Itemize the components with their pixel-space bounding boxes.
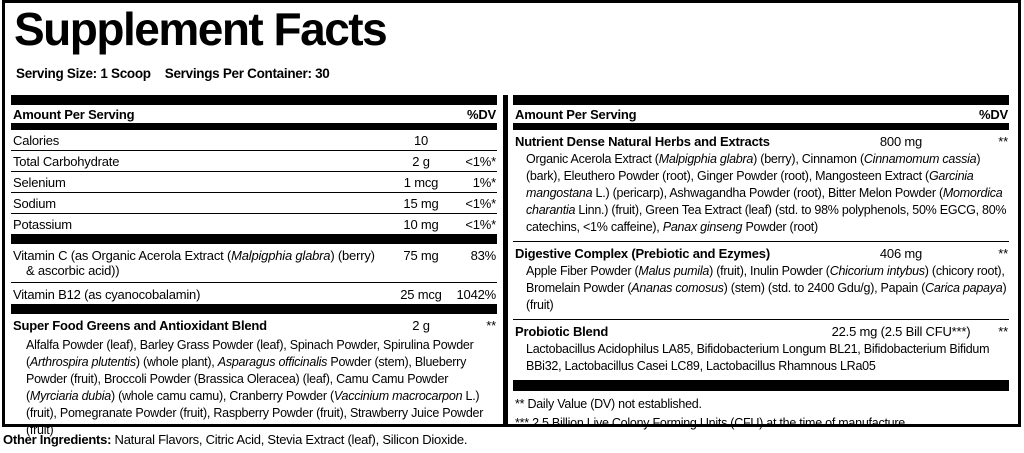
nutrient-name: Calories — [13, 133, 60, 148]
amount-per-serving-header: Amount Per Serving — [13, 107, 135, 122]
blend-amount: 2 g — [412, 318, 430, 333]
vitamin-amount: 75 mg — [403, 248, 439, 263]
vitamin-dv: 1042% — [456, 287, 497, 302]
section-dv: ** — [998, 324, 1008, 339]
section-ingredients: Lactobacillus Acidophilus LA85, Bifidoba… — [526, 342, 990, 373]
facts-columns: Amount Per Serving %DV Calories 10 Total… — [11, 95, 1009, 437]
footnote-cfu: *** 2.5 Billion Live Colony Forming Unit… — [515, 415, 905, 430]
separator-bar — [513, 123, 1009, 130]
nutrient-name: Potassium — [13, 217, 72, 232]
vitamin-name: Vitamin C (as Organic Acerola Extract (M… — [13, 248, 375, 278]
nutrient-name: Selenium — [13, 175, 66, 190]
section-amount: 406 mg — [879, 246, 923, 261]
nutrient-amount: 2 g — [412, 154, 430, 169]
section-dv: ** — [998, 246, 1008, 261]
other-ingredients-line: Other Ingredients: Natural Flavors, Citr… — [3, 432, 467, 447]
section-name: Digestive Complex (Prebiotic and Ezymes) — [515, 246, 770, 261]
blend-header-row: Super Food Greens and Antioxidant Blend … — [11, 314, 497, 334]
footnote-dv-not-established: ** Daily Value (DV) not established. — [515, 397, 702, 411]
nutrient-name: Sodium — [13, 196, 56, 211]
nutrient-row-total-carbohydrate: Total Carbohydrate 2 g <1%* — [11, 151, 497, 172]
section-header-row: Probiotic Blend 22.5 mg (2.5 Bill CFU***… — [513, 320, 1009, 339]
nutrient-row-calories: Calories 10 — [11, 130, 497, 151]
blend-dv: ** — [486, 318, 496, 333]
amount-per-serving-header: Amount Per Serving — [515, 107, 637, 122]
nutrient-name: Total Carbohydrate — [13, 154, 120, 169]
nutrient-row-sodium: Sodium 15 mg <1%* — [11, 193, 497, 214]
section-header-row: Nutrient Dense Natural Herbs and Extract… — [513, 130, 1009, 149]
nutrient-dv: <1%* — [465, 154, 496, 169]
vitamin-amount: 25 mcg — [400, 287, 442, 302]
page-title: Supplement Facts — [14, 3, 388, 55]
section-name: Probiotic Blend — [515, 324, 609, 339]
serving-size-text: Serving Size: 1 Scoop — [16, 65, 151, 81]
nutrient-dv: <1%* — [465, 217, 496, 232]
section-amount: 800 mg — [879, 134, 923, 149]
nutrient-amount: 15 mg — [403, 196, 439, 211]
section-ingredients: Apple Fiber Powder (Malus pumila) (fruit… — [526, 264, 1007, 312]
serving-info: Serving Size: 1 Scoop Servings Per Contai… — [16, 66, 1018, 81]
nutrient-amount: 10 mg — [403, 217, 439, 232]
separator-bar — [513, 380, 1009, 391]
section-header-row: Digestive Complex (Prebiotic and Ezymes)… — [513, 242, 1009, 261]
separator-bar — [11, 123, 497, 130]
right-facts-table: Amount Per Serving %DV Nutrient Dense Na… — [513, 95, 1009, 430]
nutrient-amount: 10 — [413, 133, 429, 148]
other-ingredients-text: Natural Flavors, Citric Acid, Stevia Ext… — [111, 432, 468, 447]
left-table-header: Amount Per Serving %DV — [11, 105, 497, 123]
section-name: Nutrient Dense Natural Herbs and Extract… — [515, 134, 770, 149]
nutrient-amount: 1 mcg — [403, 175, 439, 190]
vitamin-name: Vitamin B12 (as cyanocobalamin) — [13, 287, 201, 302]
vitamin-row-vitamin-c: Vitamin C (as Organic Acerola Extract (M… — [11, 244, 497, 283]
blend-ingredients: Alfalfa Powder (leaf), Barley Grass Powd… — [26, 338, 484, 437]
nutrient-dv: 1%* — [472, 175, 496, 190]
other-ingredients-label: Other Ingredients: — [3, 432, 112, 447]
nutrient-row-potassium: Potassium 10 mg <1%* — [11, 214, 497, 234]
section-herbs-and-extracts: Nutrient Dense Natural Herbs and Extract… — [513, 130, 1009, 242]
right-table-header: Amount Per Serving %DV — [513, 105, 1009, 123]
supplement-label-box: Supplement Facts Serving Size: 1 Scoop Se… — [2, 0, 1021, 437]
blend-name: Super Food Greens and Antioxidant Blend — [13, 318, 267, 333]
column-divider — [503, 95, 508, 424]
vitamin-row-vitamin-b12: Vitamin B12 (as cyanocobalamin) 25 mcg 1… — [11, 283, 497, 304]
separator-bar — [11, 304, 497, 314]
section-digestive-complex: Digestive Complex (Prebiotic and Ezymes)… — [513, 242, 1009, 320]
dv-header: %DV — [978, 107, 1008, 122]
left-facts-table: Amount Per Serving %DV Calories 10 Total… — [11, 95, 497, 437]
vitamin-dv: 83% — [470, 248, 497, 263]
footnotes: ** Daily Value (DV) not established. ***… — [513, 391, 1009, 432]
dv-header: %DV — [466, 107, 496, 122]
section-ingredients: Organic Acerola Extract (Malpigphia glab… — [526, 152, 1007, 234]
servings-per-container-text: Servings Per Container: 30 — [164, 65, 330, 81]
separator-bar — [11, 95, 497, 105]
separator-bar — [513, 95, 1009, 105]
section-probiotic-blend: Probiotic Blend 22.5 mg (2.5 Bill CFU***… — [513, 320, 1009, 380]
nutrient-dv: <1%* — [465, 196, 496, 211]
section-amount: 22.5 mg (2.5 Bill CFU***) — [831, 324, 971, 339]
nutrient-row-selenium: Selenium 1 mcg 1%* — [11, 172, 497, 193]
section-dv: ** — [998, 134, 1008, 149]
separator-bar — [11, 234, 497, 244]
